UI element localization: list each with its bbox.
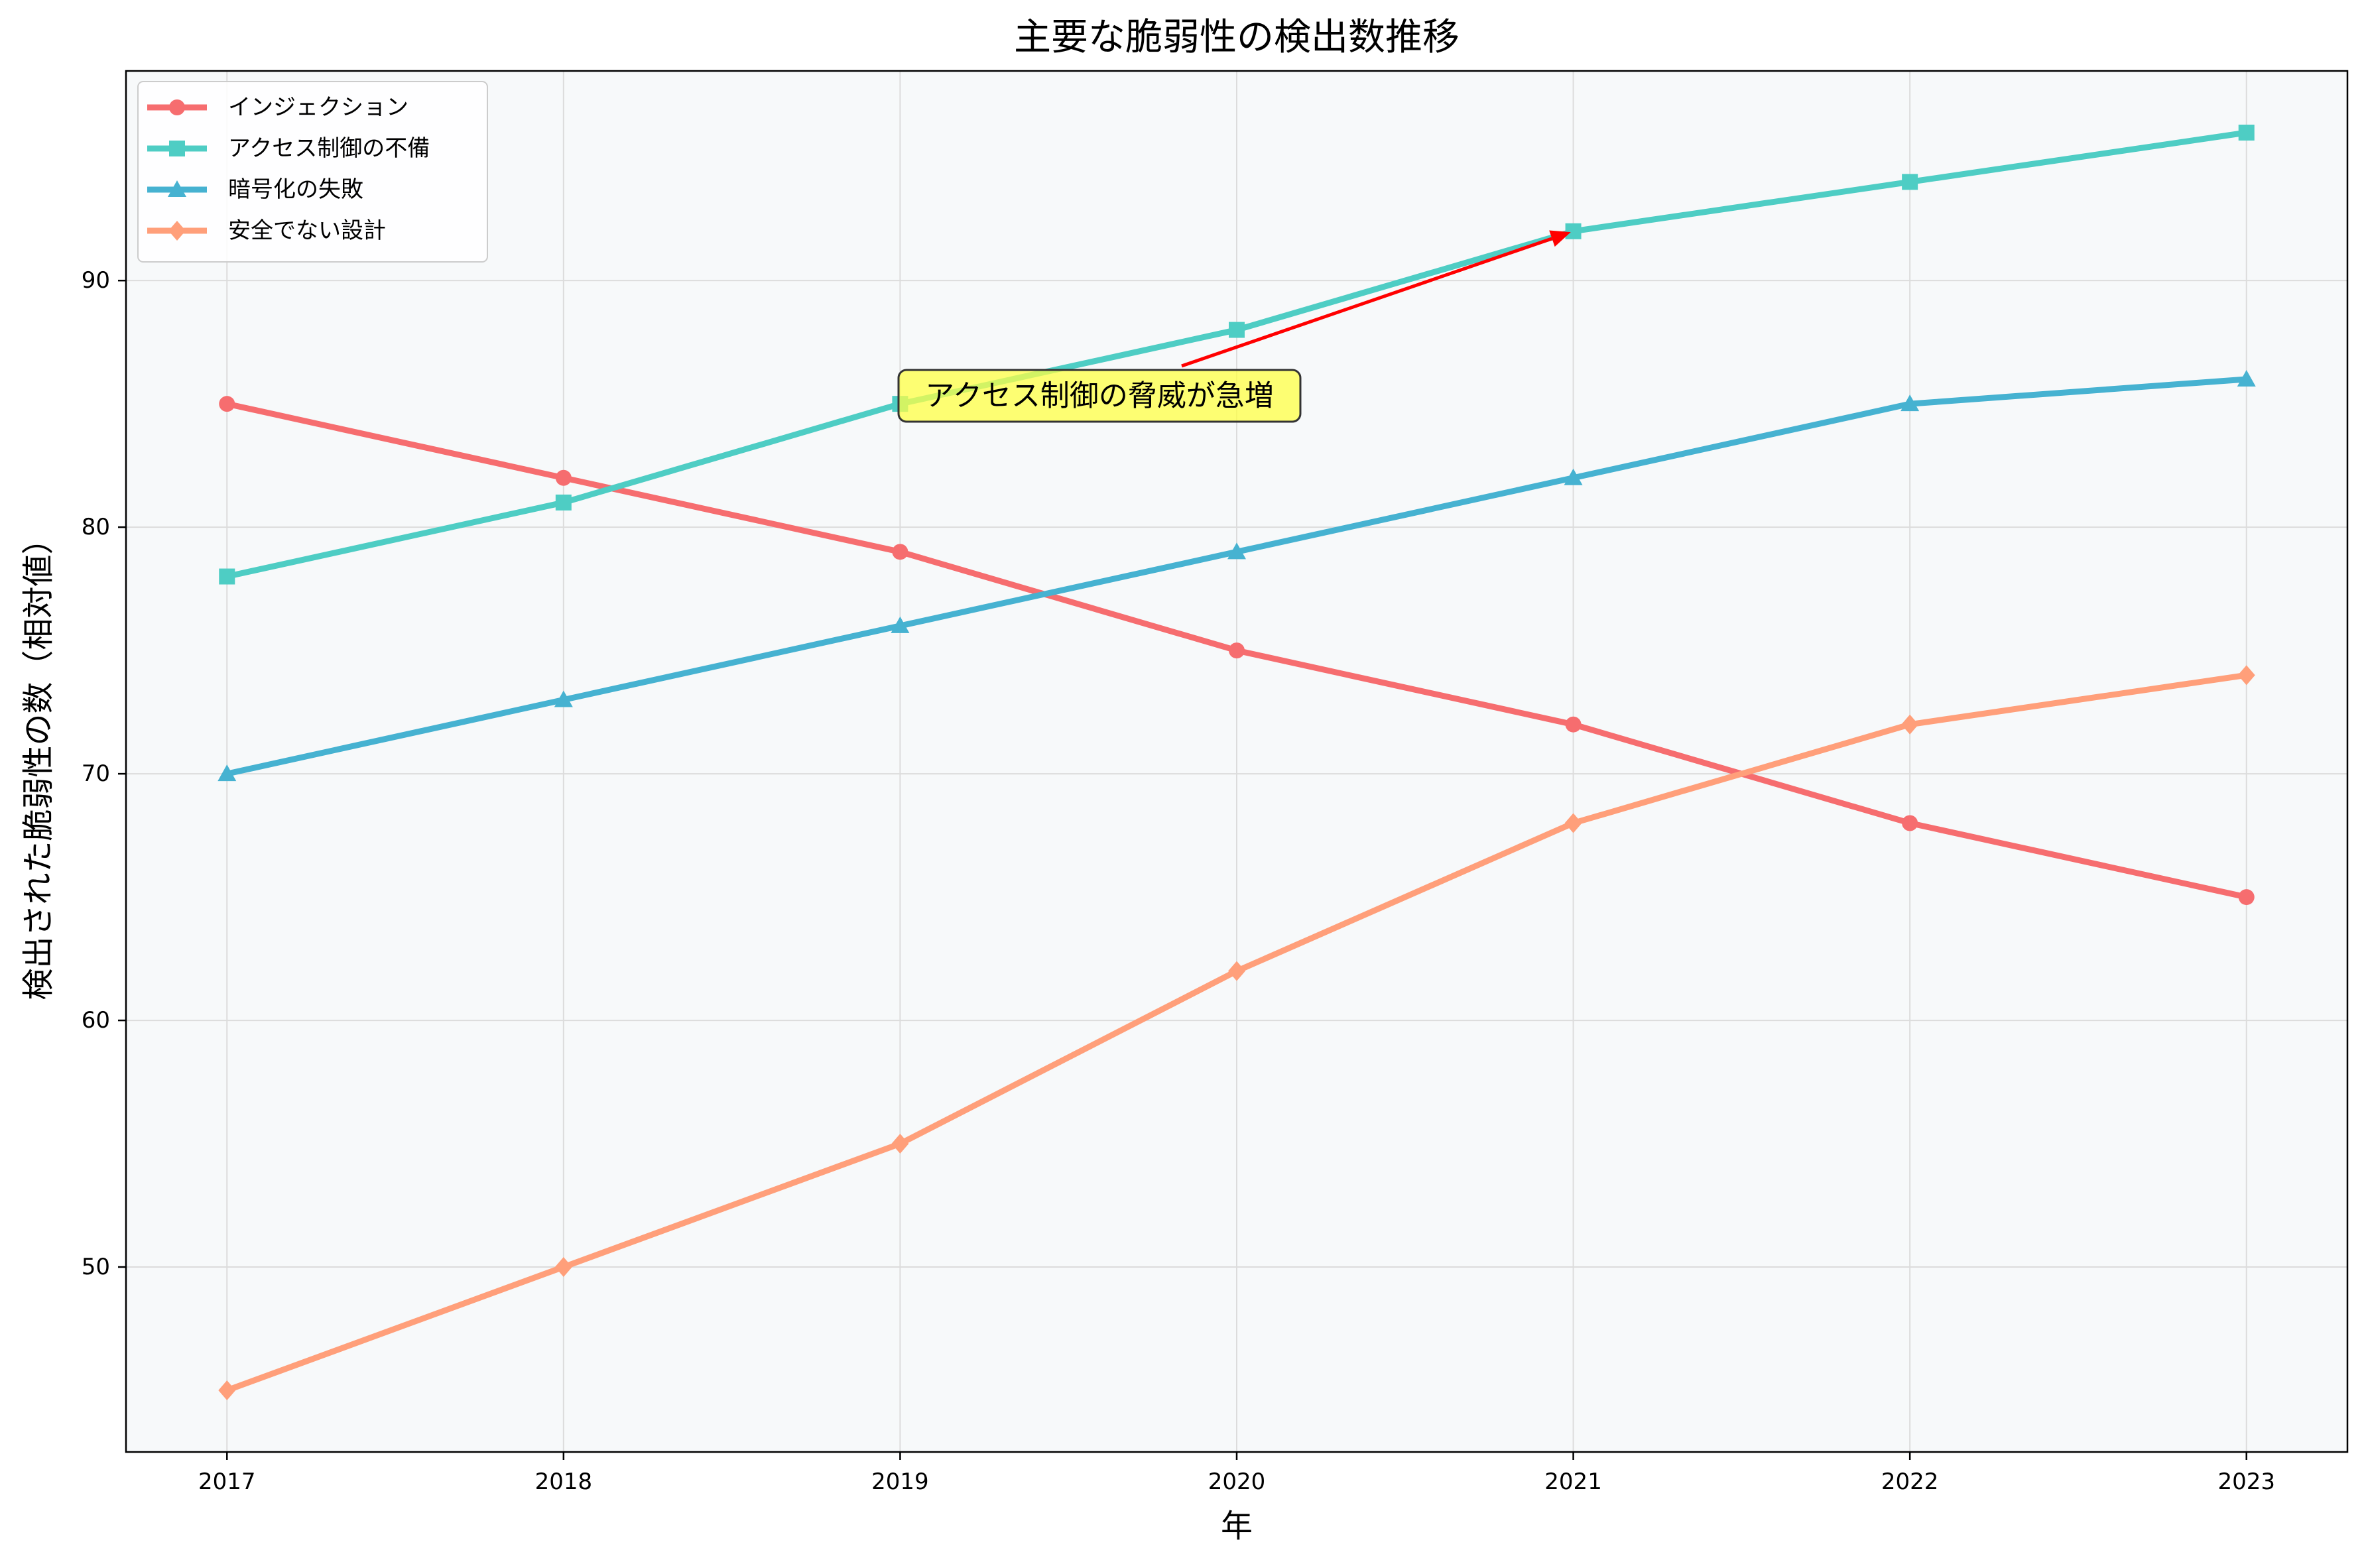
legend-marker <box>168 180 186 197</box>
legend-box <box>137 81 488 263</box>
data-point <box>1227 542 1246 560</box>
x-axis-label: 年 <box>1221 1508 1253 1545</box>
data-point <box>1229 642 1245 659</box>
chart-title: 主要な脆弱性の検出数推移 <box>1014 16 1460 59</box>
legend-marker <box>169 141 185 156</box>
data-point <box>891 616 910 633</box>
y-tick-label: 80 <box>82 514 110 540</box>
data-point <box>2237 369 2256 387</box>
series-group <box>218 369 2256 782</box>
y-axis-label: 検出された脆弱性の数（相対値） <box>20 522 57 1000</box>
data-point <box>554 690 573 707</box>
legend-label: 暗号化の失敗 <box>228 176 363 203</box>
x-tick-label: 2022 <box>1881 1469 1939 1495</box>
data-point <box>2238 889 2255 906</box>
legend-label: 安全でない設計 <box>228 217 386 244</box>
data-point <box>218 764 237 782</box>
annotation-text: アクセス制御の脅威が急増 <box>925 379 1274 413</box>
data-point <box>219 396 235 412</box>
data-point <box>892 544 908 560</box>
y-tick-label: 90 <box>82 267 110 294</box>
data-point <box>219 568 235 585</box>
data-point <box>1228 961 1245 981</box>
legend-label: インジェクション <box>228 94 408 121</box>
y-tick-label: 70 <box>82 760 110 787</box>
data-point <box>555 469 572 486</box>
grid <box>126 71 2347 1452</box>
annotation: アクセス制御の脅威が急増 <box>897 230 1571 423</box>
data-point <box>1229 322 1245 338</box>
x-tick-label: 2017 <box>198 1469 256 1495</box>
axis-ticks: 2017 2018 2019 2020 2021 2022 2023 50 60 70 80 90 <box>82 267 2275 1495</box>
data-point <box>1902 174 1918 190</box>
legend-item: 安全でない設計 <box>147 217 386 244</box>
annotation-box <box>897 369 1302 423</box>
annotation-arrow <box>1181 237 1553 368</box>
data-point <box>1565 716 1582 733</box>
data-point <box>1900 394 1920 412</box>
y-tick-label: 50 <box>82 1254 110 1280</box>
data-point <box>2237 665 2255 686</box>
data-point <box>891 1134 909 1154</box>
data-point <box>555 494 572 511</box>
annotation-arrowhead <box>1549 230 1571 247</box>
series-layer <box>218 124 2256 1401</box>
legend-label: アクセス制御の不備 <box>228 135 430 162</box>
legend-item: 暗号化の失敗 <box>147 176 363 203</box>
data-point <box>1565 223 1582 239</box>
data-point <box>1564 468 1583 485</box>
legend-item: インジェクション <box>147 94 408 121</box>
legend-marker <box>169 99 185 115</box>
x-tick-label: 2023 <box>2217 1469 2275 1495</box>
data-point <box>2238 124 2255 141</box>
legend-item: アクセス制御の不備 <box>147 135 430 162</box>
x-tick-label: 2018 <box>535 1469 593 1495</box>
x-tick-label: 2020 <box>1208 1469 1266 1495</box>
y-tick-label: 60 <box>82 1007 110 1034</box>
data-point <box>1902 815 1918 831</box>
data-point <box>218 1380 236 1401</box>
data-point <box>554 1257 572 1278</box>
x-tick-label: 2021 <box>1544 1469 1602 1495</box>
data-point <box>1564 813 1582 833</box>
x-tick-label: 2019 <box>871 1469 929 1495</box>
series-group <box>219 396 2255 906</box>
series-group <box>218 665 2255 1401</box>
legend-marker <box>168 221 186 241</box>
data-point <box>1901 714 1919 735</box>
